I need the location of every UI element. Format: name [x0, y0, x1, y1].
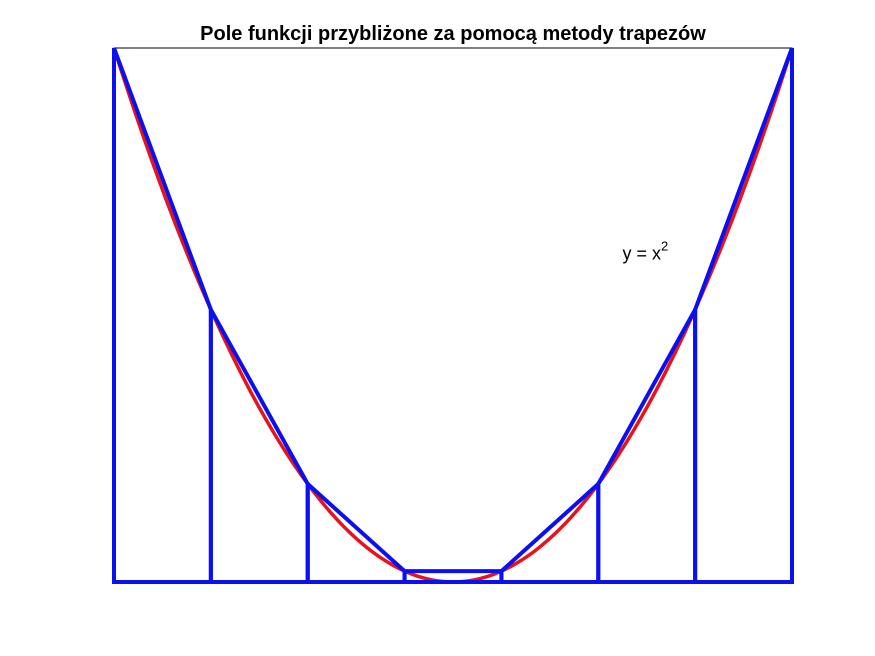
- curve-label-base: y = x: [623, 243, 662, 263]
- trapezoid-5: [499, 479, 601, 584]
- plot-area: [112, 47, 794, 584]
- curve-label: y = x2: [623, 238, 669, 263]
- trapezoid-7: [693, 47, 794, 584]
- curve-label-exponent: 2: [661, 238, 668, 253]
- trapezoid-6: [596, 301, 698, 584]
- trapezoid-2: [208, 301, 310, 584]
- trapezoid-3: [305, 479, 407, 584]
- chart-title: Pole funkcji przybliżone za pomocą metod…: [200, 23, 706, 45]
- trapezoid-1: [112, 47, 213, 584]
